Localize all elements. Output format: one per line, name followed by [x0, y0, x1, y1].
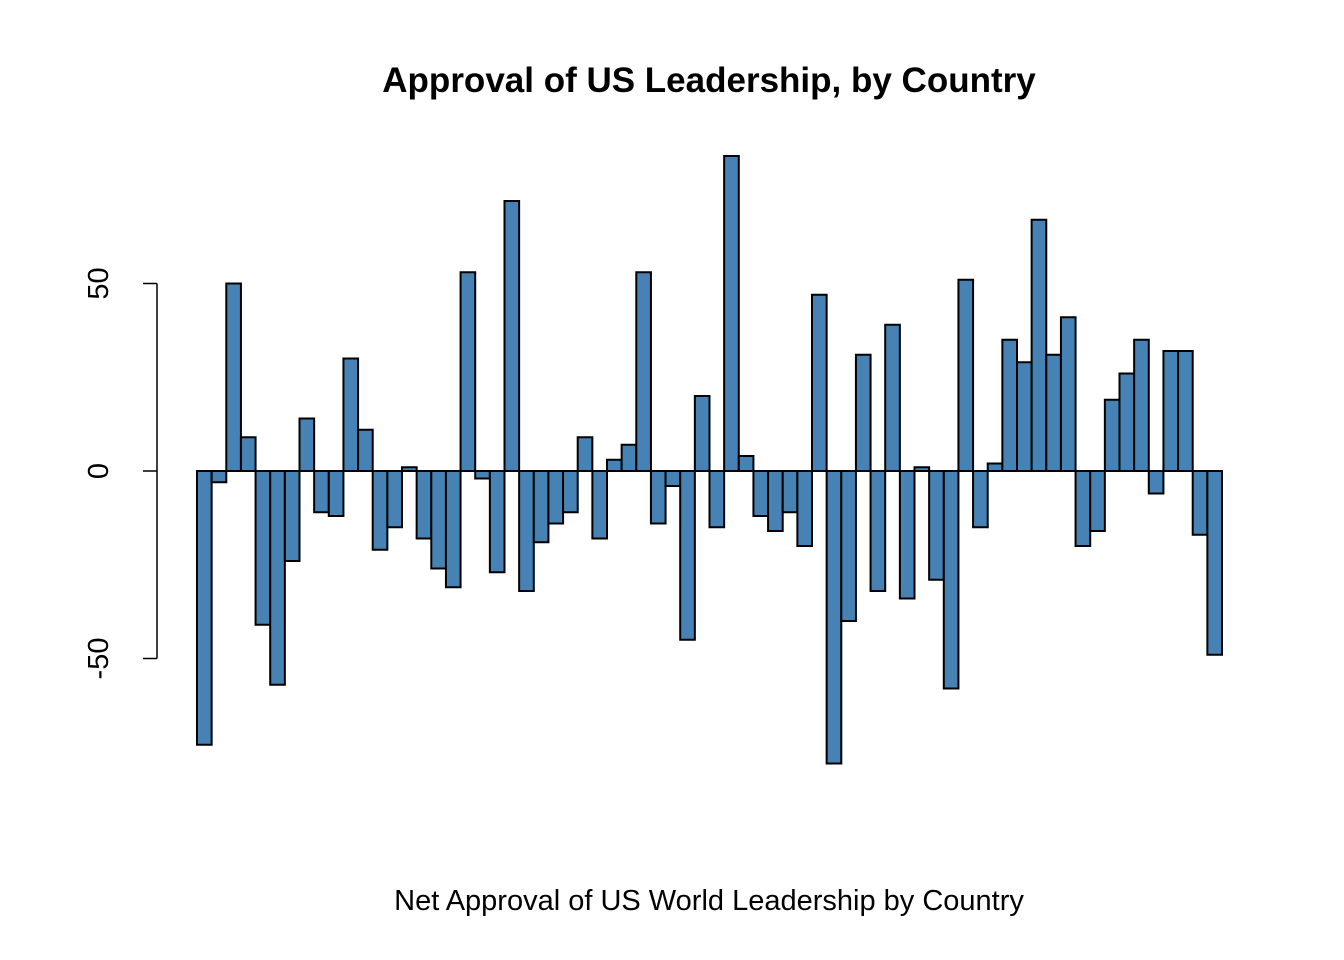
y-axis: -50 0 50 [83, 267, 158, 679]
bar [591, 470, 608, 540]
bar [488, 470, 506, 574]
bar [1074, 470, 1092, 547]
bar [1191, 470, 1209, 536]
bar [576, 436, 594, 472]
bar [254, 470, 272, 626]
bar [942, 470, 960, 690]
bar [298, 417, 316, 472]
bar [825, 470, 843, 765]
bar [840, 470, 857, 622]
bar [1147, 470, 1165, 495]
bar [854, 353, 872, 472]
bar [635, 271, 652, 472]
bar [957, 278, 975, 472]
bar [869, 470, 887, 592]
bar [781, 470, 799, 514]
bar [415, 470, 433, 540]
bar [928, 470, 945, 581]
bar [386, 470, 403, 529]
bar [327, 470, 345, 517]
y-ticks: -50 0 50 [83, 267, 157, 679]
bar [459, 271, 477, 472]
bar [196, 470, 213, 746]
bar [1059, 316, 1077, 472]
bar [986, 462, 1004, 472]
bar [693, 395, 711, 472]
bar [898, 470, 916, 600]
bar [1016, 361, 1033, 472]
bar [503, 200, 521, 472]
bar [283, 470, 301, 562]
bar [1045, 353, 1062, 472]
bar [444, 470, 462, 589]
bar [1118, 372, 1136, 472]
bar [562, 470, 579, 514]
bar [1030, 218, 1048, 472]
bar [796, 470, 813, 547]
bar [972, 470, 989, 529]
bar [649, 470, 667, 525]
bar [723, 155, 740, 472]
bar [679, 470, 696, 641]
bar [737, 455, 755, 472]
bar [239, 436, 257, 472]
bar [1206, 470, 1223, 656]
bar [371, 470, 389, 551]
bar [708, 470, 726, 529]
bar [1133, 338, 1150, 472]
bar [620, 443, 638, 472]
bar [1089, 470, 1106, 532]
y-tick-label: 0 [83, 463, 115, 479]
bar [518, 470, 535, 592]
bar [357, 428, 374, 472]
bar [884, 323, 901, 472]
bar [547, 470, 565, 525]
bar [606, 458, 623, 472]
bars [196, 155, 1223, 765]
x-axis-label: Net Approval of US World Leadership by C… [394, 885, 1024, 917]
bar [532, 470, 550, 544]
bar [210, 470, 228, 484]
bar [664, 470, 682, 487]
bar [474, 470, 491, 480]
bar [225, 282, 242, 472]
bar [767, 470, 784, 532]
bar [313, 470, 330, 514]
y-tick-label: -50 [83, 638, 115, 680]
bar [1162, 350, 1180, 472]
bar [752, 470, 770, 517]
bar [1103, 398, 1121, 472]
bar [342, 357, 360, 472]
y-tick-label: 50 [83, 267, 115, 299]
bar [811, 293, 828, 472]
bar [1177, 350, 1194, 472]
bar [269, 470, 286, 686]
chart-title: Approval of US Leadership, by Country [382, 61, 1036, 100]
bar [1001, 338, 1018, 472]
bar [430, 470, 447, 570]
